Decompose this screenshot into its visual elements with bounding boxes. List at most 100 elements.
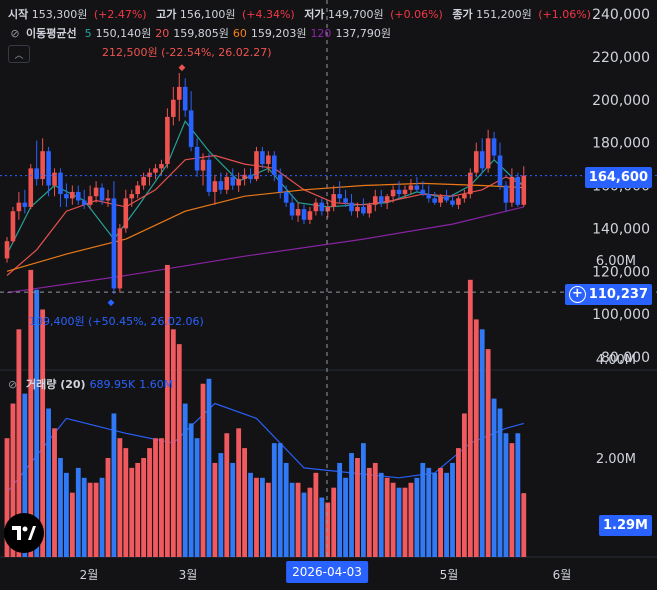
ma-line-60 bbox=[6, 182, 524, 272]
candle-body bbox=[147, 172, 152, 177]
volume-bar bbox=[75, 467, 81, 557]
candle-body bbox=[22, 202, 28, 207]
candle-body bbox=[188, 110, 194, 147]
tv-logo-icon bbox=[12, 526, 36, 540]
candle-body bbox=[277, 174, 283, 192]
ma120-period: 120 bbox=[310, 26, 332, 40]
candle-body bbox=[194, 146, 200, 171]
crosshair-price-tag[interactable]: + 110,237 bbox=[564, 284, 652, 305]
volume-bar bbox=[69, 492, 75, 557]
candle-body bbox=[171, 99, 176, 117]
volume-bar bbox=[361, 443, 366, 557]
volume-bar bbox=[396, 487, 402, 557]
volume-bar bbox=[236, 428, 242, 557]
candle-body bbox=[218, 181, 224, 190]
volume-legend[interactable]: ⊘ 거래량 (20) 689.95K 1.60M bbox=[8, 376, 173, 392]
candle-body bbox=[372, 196, 378, 205]
volume-value-1: 689.95K bbox=[89, 377, 136, 391]
candle-body bbox=[224, 176, 230, 190]
volume-bar bbox=[355, 458, 360, 557]
volume-bar bbox=[456, 448, 461, 557]
volume-axis-tick: 2.00M bbox=[596, 452, 636, 467]
price-axis-tick: 120,000 bbox=[592, 264, 650, 280]
candle-body bbox=[384, 196, 390, 203]
ma-line-120 bbox=[6, 206, 524, 294]
candle-body bbox=[462, 194, 467, 199]
volume-bar bbox=[337, 462, 343, 557]
candle-body bbox=[295, 209, 301, 216]
ohlc-legend: 시작 153,300원 (+2.47%) 고가 156,100원 (+4.34%… bbox=[8, 6, 597, 22]
volume-bar bbox=[206, 378, 212, 557]
volume-bar bbox=[414, 477, 420, 557]
crosshair-price-value: 110,237 bbox=[588, 287, 648, 302]
volume-bar bbox=[117, 438, 123, 557]
low-marker: ◆ bbox=[108, 298, 115, 308]
volume-bar bbox=[378, 472, 384, 557]
candle-body bbox=[46, 151, 51, 186]
candle-body bbox=[432, 198, 437, 203]
volume-bar bbox=[265, 482, 271, 557]
volume-bar bbox=[254, 477, 259, 557]
volume-bar bbox=[521, 493, 527, 557]
volume-bar bbox=[461, 413, 467, 557]
volume-bar bbox=[485, 349, 491, 557]
candle-body bbox=[426, 194, 432, 199]
open-value: 153,300원 bbox=[31, 8, 88, 21]
volume-bar bbox=[105, 458, 111, 557]
price-axis-tick: 140,000 bbox=[592, 221, 650, 237]
candle-body bbox=[289, 202, 295, 216]
candle-body bbox=[313, 202, 319, 212]
price-axis-tick: 80,000 bbox=[601, 350, 650, 366]
volume-bar bbox=[479, 329, 485, 557]
x-label-may: 5월 bbox=[439, 568, 459, 582]
hide-eye-icon[interactable]: ⊘ bbox=[10, 26, 20, 40]
candle-body bbox=[479, 151, 485, 169]
candle-body bbox=[349, 202, 354, 212]
volume-bar bbox=[497, 408, 503, 557]
volume-bar bbox=[218, 453, 224, 557]
volume-bar bbox=[408, 482, 414, 557]
ma5-value: 150,140원 bbox=[95, 27, 152, 40]
hide-eye-icon[interactable]: ⊘ bbox=[8, 377, 18, 391]
candle-body bbox=[93, 187, 99, 197]
candle-body bbox=[367, 204, 372, 214]
candle-body bbox=[176, 86, 182, 100]
plus-circle-icon[interactable]: + bbox=[568, 286, 586, 303]
candle-body bbox=[248, 174, 253, 180]
candle-body bbox=[28, 168, 34, 207]
volume-bar bbox=[390, 482, 396, 557]
volume-bar bbox=[467, 279, 473, 557]
collapse-legend-button[interactable]: ︿ bbox=[8, 45, 30, 63]
ma-legend[interactable]: ⊘ 이동평균선 5 150,140원 20 159,805원 60 159,20… bbox=[8, 25, 391, 41]
tradingview-logo[interactable] bbox=[4, 513, 44, 553]
crosshair-date-label: 2026-04-03 bbox=[286, 561, 368, 583]
candle-body bbox=[4, 241, 10, 259]
candle-body bbox=[408, 185, 414, 190]
candle-body bbox=[361, 206, 366, 214]
candle-body bbox=[75, 191, 81, 201]
volume-bar bbox=[289, 482, 295, 557]
candle-body bbox=[450, 200, 455, 205]
volume-bar bbox=[426, 467, 432, 557]
candle-body bbox=[509, 176, 515, 203]
candle-body bbox=[283, 191, 289, 203]
candle-body bbox=[307, 211, 313, 220]
candle-body bbox=[81, 200, 87, 205]
volume-bar bbox=[503, 433, 509, 557]
candle-body bbox=[343, 198, 348, 203]
volume-bar bbox=[34, 289, 40, 557]
candle-body bbox=[473, 151, 479, 173]
candle-body bbox=[206, 159, 212, 192]
open-change: (+2.47%) bbox=[93, 8, 147, 21]
last-volume-tag: 1.29M bbox=[598, 515, 652, 536]
volume-title: 거래량 (20) bbox=[26, 378, 86, 391]
volume-bar bbox=[170, 329, 176, 557]
close-change: (+1.06%) bbox=[538, 8, 591, 21]
volume-bar bbox=[176, 344, 182, 557]
close-value: 151,200원 bbox=[476, 8, 532, 21]
price-axis-tick: 240,000 bbox=[592, 7, 650, 23]
low-value: 149,700원 bbox=[327, 8, 384, 21]
volume-axis-tick: 6.00M bbox=[596, 254, 636, 269]
candle-body bbox=[497, 155, 503, 186]
